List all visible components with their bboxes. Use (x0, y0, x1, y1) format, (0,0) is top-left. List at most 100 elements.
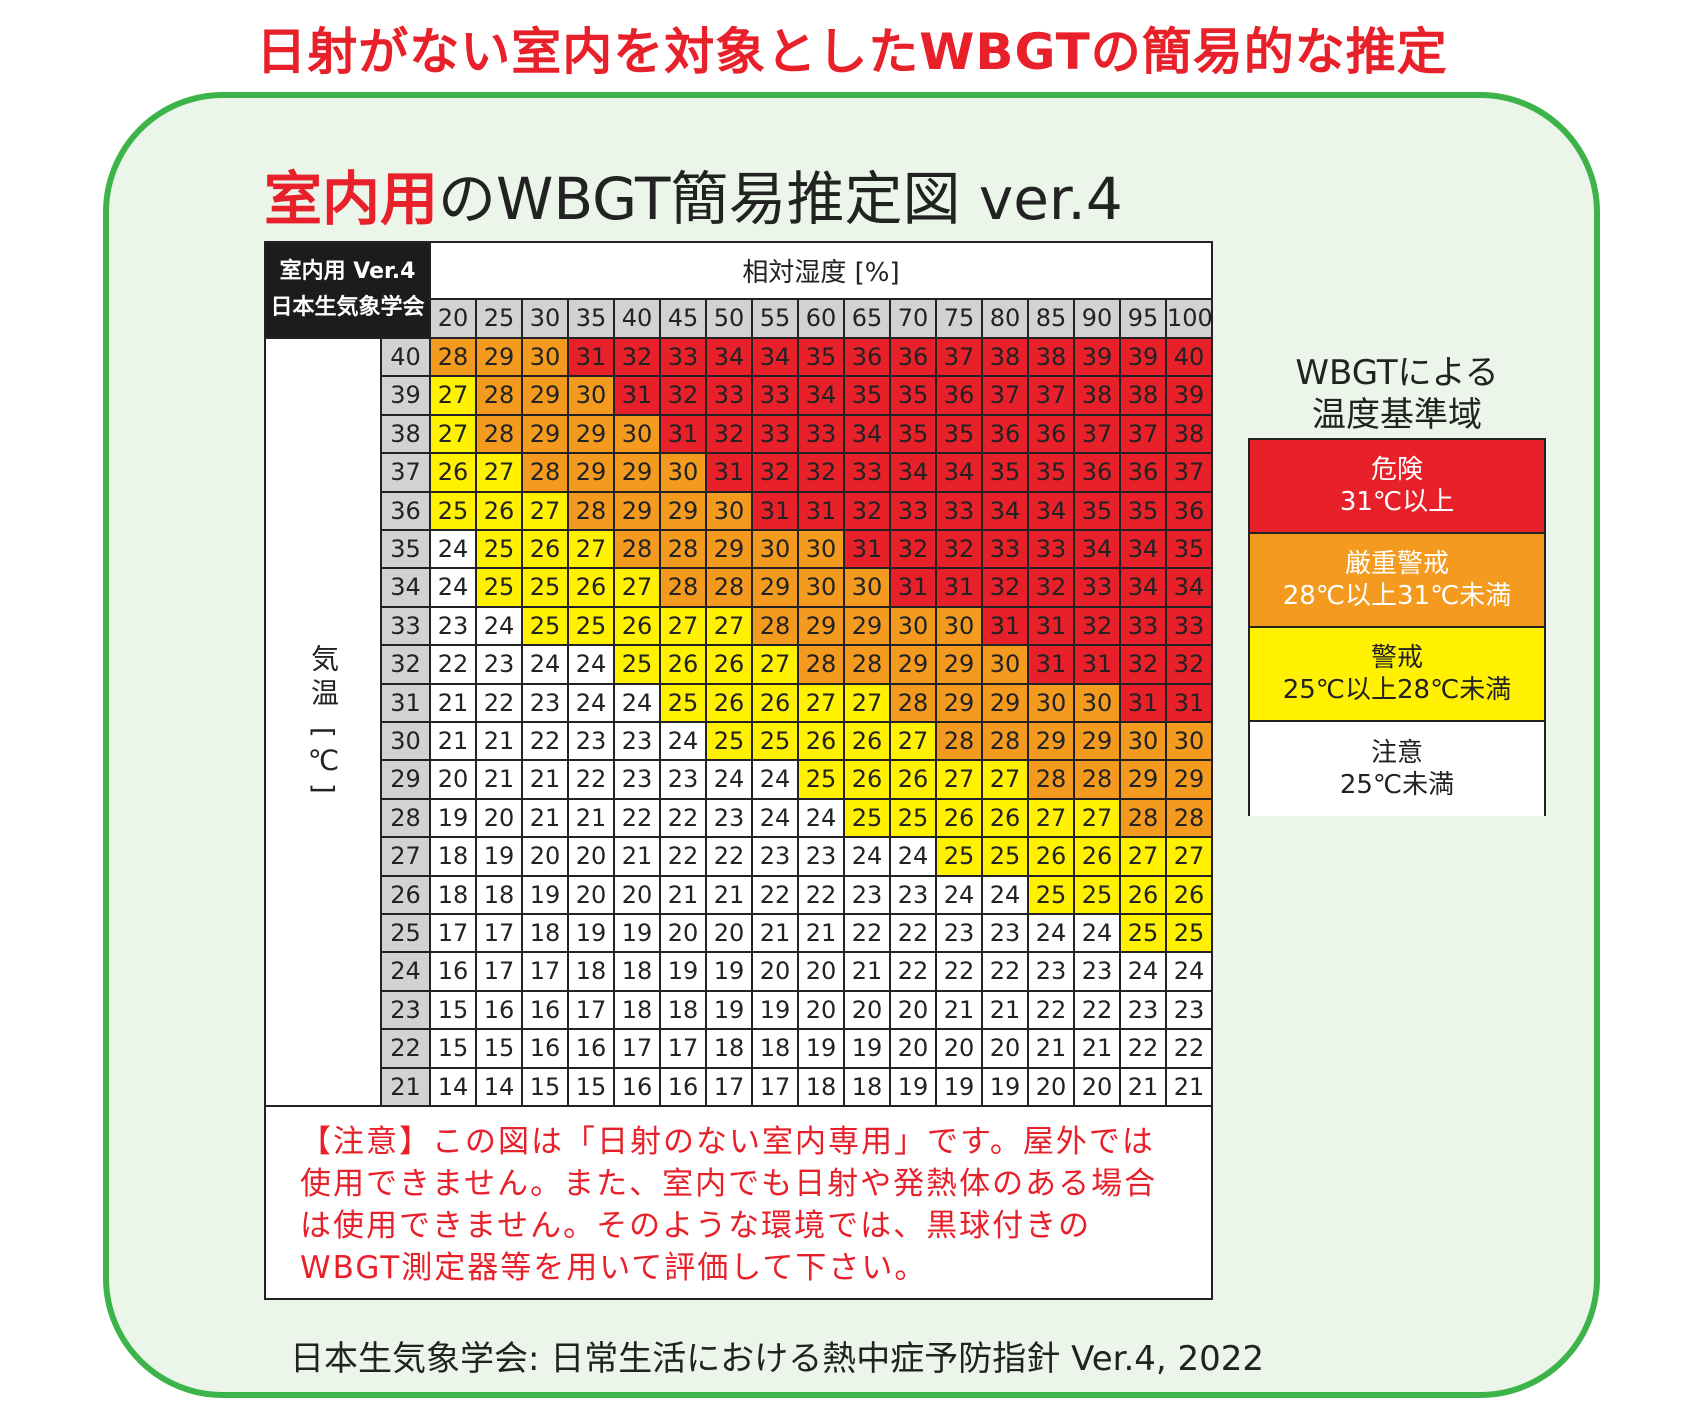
legend-item-range: 31℃以上 (1339, 487, 1455, 517)
heatmap-cell: 30 (799, 531, 845, 570)
heatmap-cell: 30 (1029, 684, 1075, 723)
heatmap-cell: 38 (1121, 377, 1167, 416)
heatmap-cell: 33 (1121, 607, 1167, 647)
heatmap-cell: 31 (661, 415, 707, 455)
heatmap-cell: 30 (1167, 723, 1213, 762)
corner-label-line-2: 日本生気象学会 (270, 295, 425, 320)
heatmap-cell: 37 (937, 339, 983, 378)
heatmap-cell: 28 (661, 531, 707, 570)
heatmap-cell: 31 (753, 492, 799, 531)
heatmap-cell: 24 (431, 531, 477, 570)
heatmap-cell: 35 (891, 377, 937, 416)
heatmap-cell: 29 (569, 454, 615, 493)
heatmap-cell: 30 (707, 492, 753, 531)
heatmap-cell: 24 (937, 876, 983, 915)
heatmap-cell: 19 (707, 953, 753, 992)
heatmap-cell: 38 (983, 339, 1029, 378)
heatmap-cell: 26 (523, 531, 569, 570)
heatmap-cell: 29 (1121, 761, 1167, 800)
heatmap-cell: 20 (1075, 1068, 1121, 1107)
heatmap-cell: 30 (891, 607, 937, 647)
heatmap-cell: 18 (661, 991, 707, 1031)
heatmap-cell: 33 (661, 339, 707, 378)
heatmap-cell: 26 (753, 684, 799, 723)
heatmap-cell: 19 (983, 1068, 1029, 1107)
heatmap-cell: 37 (1167, 454, 1213, 493)
heatmap-cell: 31 (1167, 684, 1213, 723)
heatmap-cell: 20 (707, 915, 753, 954)
heatmap-cell: 34 (1075, 531, 1121, 570)
heatmap-cell: 29 (845, 607, 891, 647)
heatmap-cell: 24 (431, 569, 477, 608)
y-tick-label: 27 (382, 838, 431, 877)
heatmap-cell: 38 (1167, 415, 1213, 455)
heatmap-cell: 23 (569, 723, 615, 762)
heatmap-cell: 29 (937, 646, 983, 685)
y-axis-label-box: 気温 [℃] (266, 339, 382, 1107)
legend-item-name: 危険 (1370, 455, 1423, 485)
heatmap-cell: 27 (753, 646, 799, 685)
heatmap-cell: 29 (1075, 723, 1121, 762)
heatmap-cell: 20 (983, 1030, 1029, 1069)
heatmap-cell: 25 (615, 646, 661, 685)
heatmap-cell: 24 (569, 684, 615, 723)
heatmap-cell: 17 (707, 1068, 753, 1107)
legend-item: 危険 31℃以上 (1250, 440, 1544, 534)
heatmap-cell: 29 (569, 415, 615, 455)
chart-title: 室内用のWBGT簡易推定図 ver.4 (264, 152, 1123, 236)
legend-item-range: 25℃以上28℃未満 (1282, 675, 1512, 705)
heatmap-cell: 34 (1121, 569, 1167, 608)
heatmap-cell: 24 (1167, 953, 1213, 992)
heatmap-cell: 25 (845, 799, 891, 839)
heatmap-cell: 19 (569, 915, 615, 954)
heatmap-cell: 16 (523, 991, 569, 1031)
heatmap-cell: 36 (1075, 454, 1121, 493)
x-tick-label: 40 (615, 300, 661, 339)
y-tick-label: 31 (382, 684, 431, 723)
heatmap-cell: 15 (569, 1068, 615, 1107)
heatmap-cell: 21 (431, 723, 477, 762)
heatmap-cell: 18 (615, 953, 661, 992)
y-tick-label: 25 (382, 915, 431, 954)
heatmap-cell: 38 (1029, 339, 1075, 378)
heatmap-cell: 32 (1075, 607, 1121, 647)
y-tick-label: 26 (382, 876, 431, 915)
heatmap-cell: 36 (1167, 492, 1213, 531)
heatmap-cell: 34 (707, 339, 753, 378)
heatmap-cell: 32 (707, 415, 753, 455)
heatmap-cell: 33 (707, 377, 753, 416)
heatmap-cell: 27 (983, 761, 1029, 800)
heatmap-cell: 22 (891, 953, 937, 992)
heatmap-cell: 27 (661, 607, 707, 647)
heatmap-cell: 32 (615, 339, 661, 378)
heatmap-cell: 32 (1121, 646, 1167, 685)
heatmap-cell: 30 (845, 569, 891, 608)
y-tick-label: 36 (382, 492, 431, 531)
heatmap-cell: 27 (707, 607, 753, 647)
heatmap-cell: 29 (1029, 723, 1075, 762)
heatmap-cell: 26 (891, 761, 937, 800)
heatmap-cell: 21 (1029, 1030, 1075, 1069)
heatmap-cell: 17 (569, 991, 615, 1031)
x-tick-label: 30 (523, 300, 569, 339)
heatmap-cell: 25 (707, 723, 753, 762)
x-tick-label: 100 (1167, 300, 1213, 339)
legend-item: 厳重警戒 28℃以上31℃未満 (1250, 534, 1544, 628)
heatmap-cell: 18 (753, 1030, 799, 1069)
heatmap-cell: 24 (983, 876, 1029, 915)
heatmap-cell: 33 (1167, 607, 1213, 647)
heatmap-cell: 31 (1029, 646, 1075, 685)
chart-title-accent: 室内用 (264, 165, 439, 233)
heatmap-cell: 23 (523, 684, 569, 723)
heatmap-cell: 24 (1029, 915, 1075, 954)
heatmap-cell: 22 (1075, 991, 1121, 1031)
heatmap-cell: 16 (523, 1030, 569, 1069)
heatmap-cell: 23 (1075, 953, 1121, 992)
heatmap-cell: 15 (523, 1068, 569, 1107)
y-tick-label: 39 (382, 377, 431, 416)
legend: 危険 31℃以上 厳重警戒 28℃以上31℃未満 警戒 25℃以上28℃未満 注意 25℃未満 (1248, 438, 1546, 816)
heatmap-cell: 36 (1121, 454, 1167, 493)
heatmap-cell: 35 (799, 339, 845, 378)
heatmap-cell: 21 (661, 876, 707, 915)
heatmap-cell: 30 (615, 415, 661, 455)
